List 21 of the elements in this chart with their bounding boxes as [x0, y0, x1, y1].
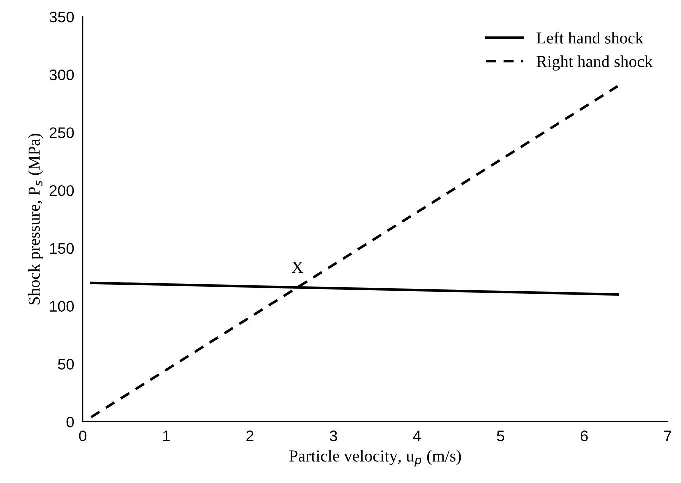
y-tick-label: 50: [58, 359, 74, 370]
y-axis-title: Shock pressure, P$_{s}$ (MPa): [28, 134, 44, 305]
y-tick-label: 100: [50, 301, 74, 312]
x-tick-label: 6: [580, 430, 588, 442]
x-axis-title: Particle velocity, u$_{p}$ (m/s): [290, 450, 462, 467]
y-tick-label: 150: [50, 243, 74, 254]
y-tick-label: 0: [66, 416, 74, 428]
y-tick-label: 350: [50, 12, 74, 23]
x-tick-label: 5: [497, 430, 504, 442]
x-tick-label: 0: [79, 430, 87, 442]
x-tick-label: 1: [163, 430, 170, 442]
y-tick-label: 300: [50, 70, 74, 81]
x-tick-label: 7: [664, 430, 672, 442]
y-tick-label: 250: [50, 128, 74, 138]
x-tick-label: 3: [330, 430, 338, 442]
x-tick-label: 2: [246, 430, 254, 442]
annotation: X: [292, 262, 304, 274]
y-tick-label: 200: [50, 185, 74, 196]
legend-label: Right hand shock: [536, 56, 653, 71]
legend-label: Left hand shock: [536, 32, 644, 44]
x-tick-label: 4: [413, 430, 422, 442]
